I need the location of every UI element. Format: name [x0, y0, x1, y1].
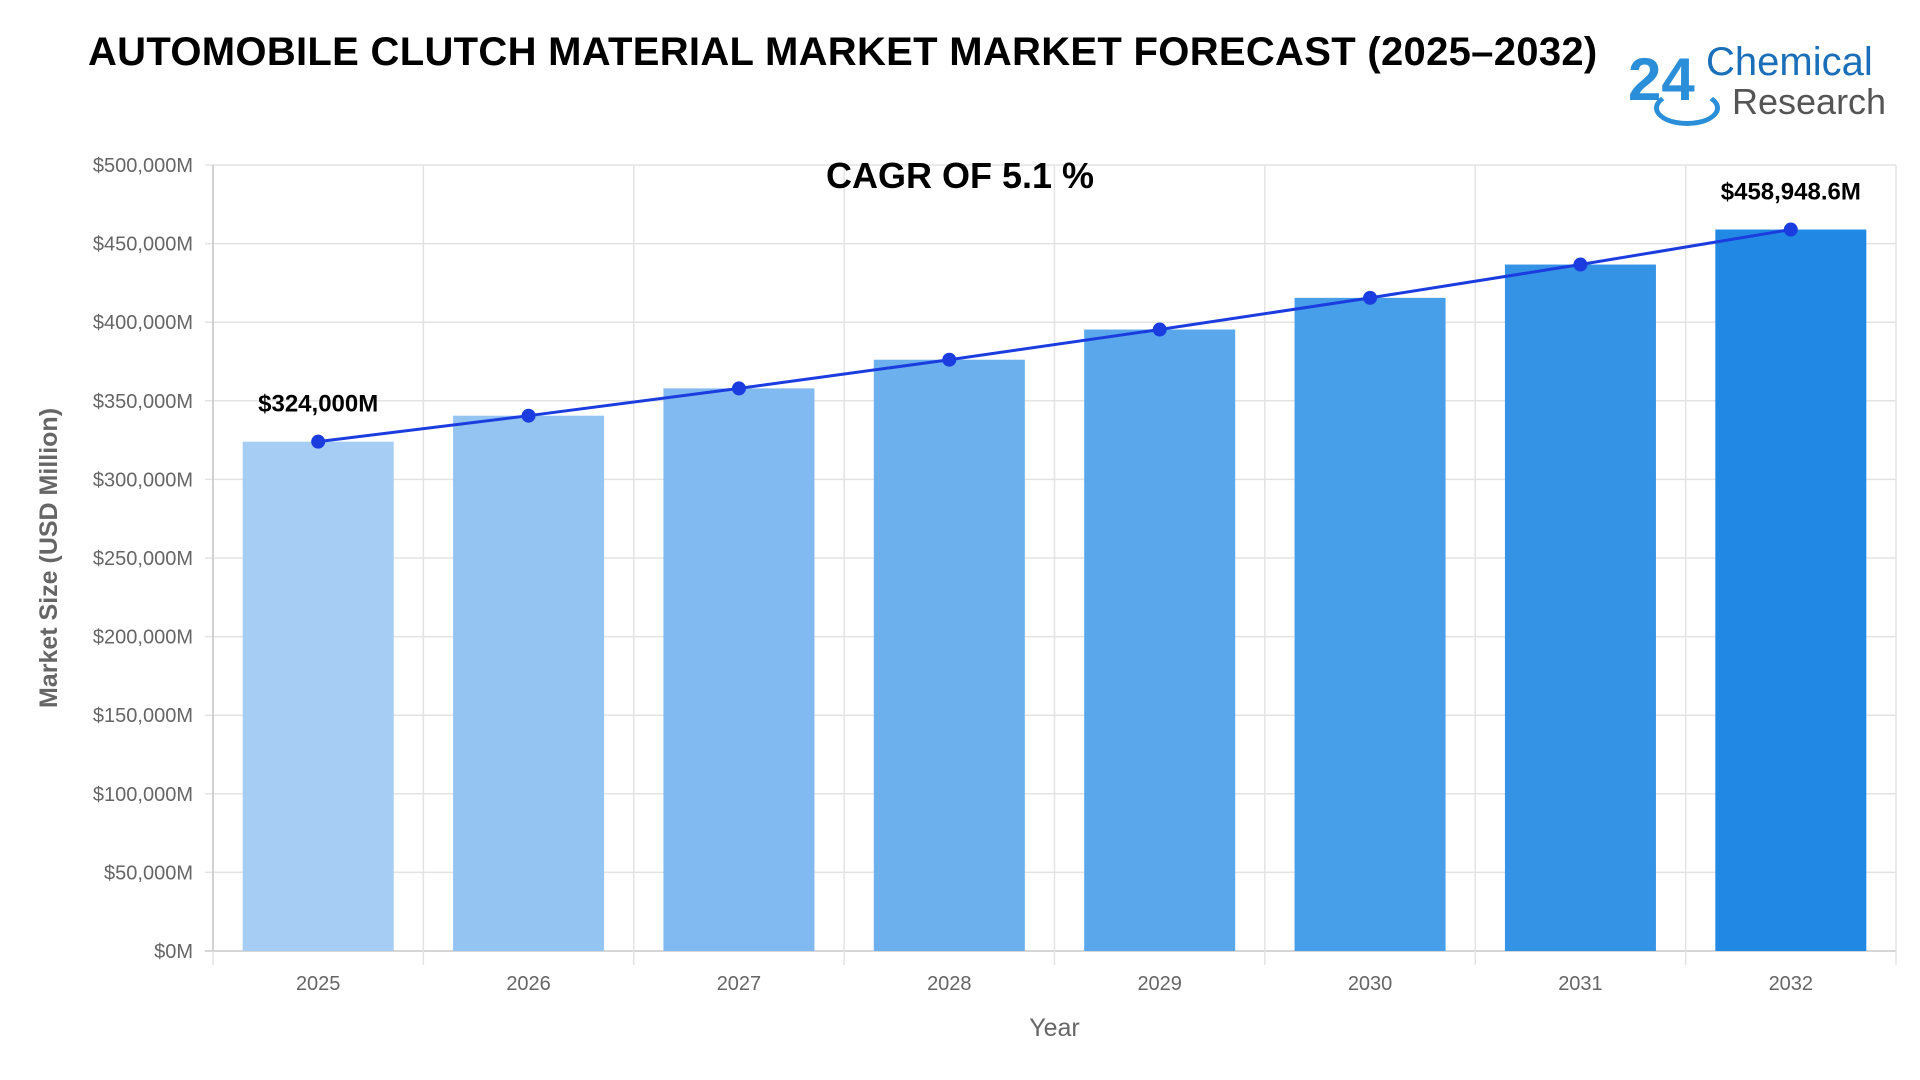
company-logo: 24 Chemical Research: [1626, 40, 1896, 130]
bar-2028: [873, 359, 1025, 951]
x-tick-label: 2031: [1558, 973, 1603, 995]
trend-point-2026: [521, 408, 536, 423]
y-tick-label: $250,000M: [93, 548, 193, 570]
logo-text-chemical: Chemical: [1706, 40, 1873, 84]
trend-point-2025: [311, 434, 326, 449]
bar-2032: [1715, 229, 1867, 951]
y-tick-label: $0M: [154, 941, 193, 963]
bar-2030: [1294, 297, 1446, 951]
y-tick-label: $350,000M: [93, 391, 193, 413]
trend-point-2028: [942, 352, 957, 367]
trend-point-2030: [1363, 290, 1378, 305]
trend-point-2032: [1783, 222, 1798, 237]
x-tick-label: 2032: [1769, 973, 1814, 995]
y-tick-label: $300,000M: [93, 469, 193, 491]
bar-2029: [1084, 329, 1236, 951]
y-tick-label: $200,000M: [93, 627, 193, 649]
x-tick-label: 2025: [296, 973, 341, 995]
trend-polyline: [318, 228, 1792, 444]
trend-point-2027: [731, 381, 746, 396]
chart-title: AUTOMOBILE CLUTCH MATERIAL MARKET MARKET…: [88, 30, 1598, 74]
y-tick-label: $450,000M: [93, 234, 193, 256]
y-tick-label: $50,000M: [104, 862, 193, 884]
bar-2031: [1504, 264, 1656, 951]
bar-2027: [663, 388, 815, 951]
trend-point-2029: [1152, 322, 1167, 337]
y-tick-label: $500,000M: [93, 155, 193, 177]
labels: $324,000M $458,948.6M Year Market Size (USD…: [35, 179, 1861, 1042]
trend-line: [311, 222, 1798, 449]
trend-point-2031: [1573, 257, 1588, 272]
y-tick-label: $100,000M: [93, 784, 193, 806]
logo-ring-icon: [1654, 90, 1720, 126]
x-tick-label: 2027: [717, 973, 762, 995]
y-tick-label: $150,000M: [93, 705, 193, 727]
x-tick-label: 2030: [1348, 973, 1393, 995]
logo-text-research: Research: [1732, 81, 1887, 122]
bar-2026: [453, 415, 605, 951]
y-tick-label: $400,000M: [93, 312, 193, 334]
data-label: $324,000M: [258, 391, 378, 418]
x-axis-title: Year: [1029, 1014, 1080, 1042]
data-label: $458,948.6M: [1721, 179, 1861, 206]
cagr-label: CAGR OF 5.1 %: [825, 155, 1095, 196]
bars: 2025 2026 2027 2028 2029 2030 2031 2032: [242, 229, 1867, 995]
bar-2025: [242, 441, 394, 951]
x-tick-label: 2029: [1137, 973, 1182, 995]
x-tick-label: 2026: [506, 973, 551, 995]
y-axis-title: Market Size (USD Million): [35, 408, 63, 708]
x-tick-label: 2028: [927, 973, 972, 995]
